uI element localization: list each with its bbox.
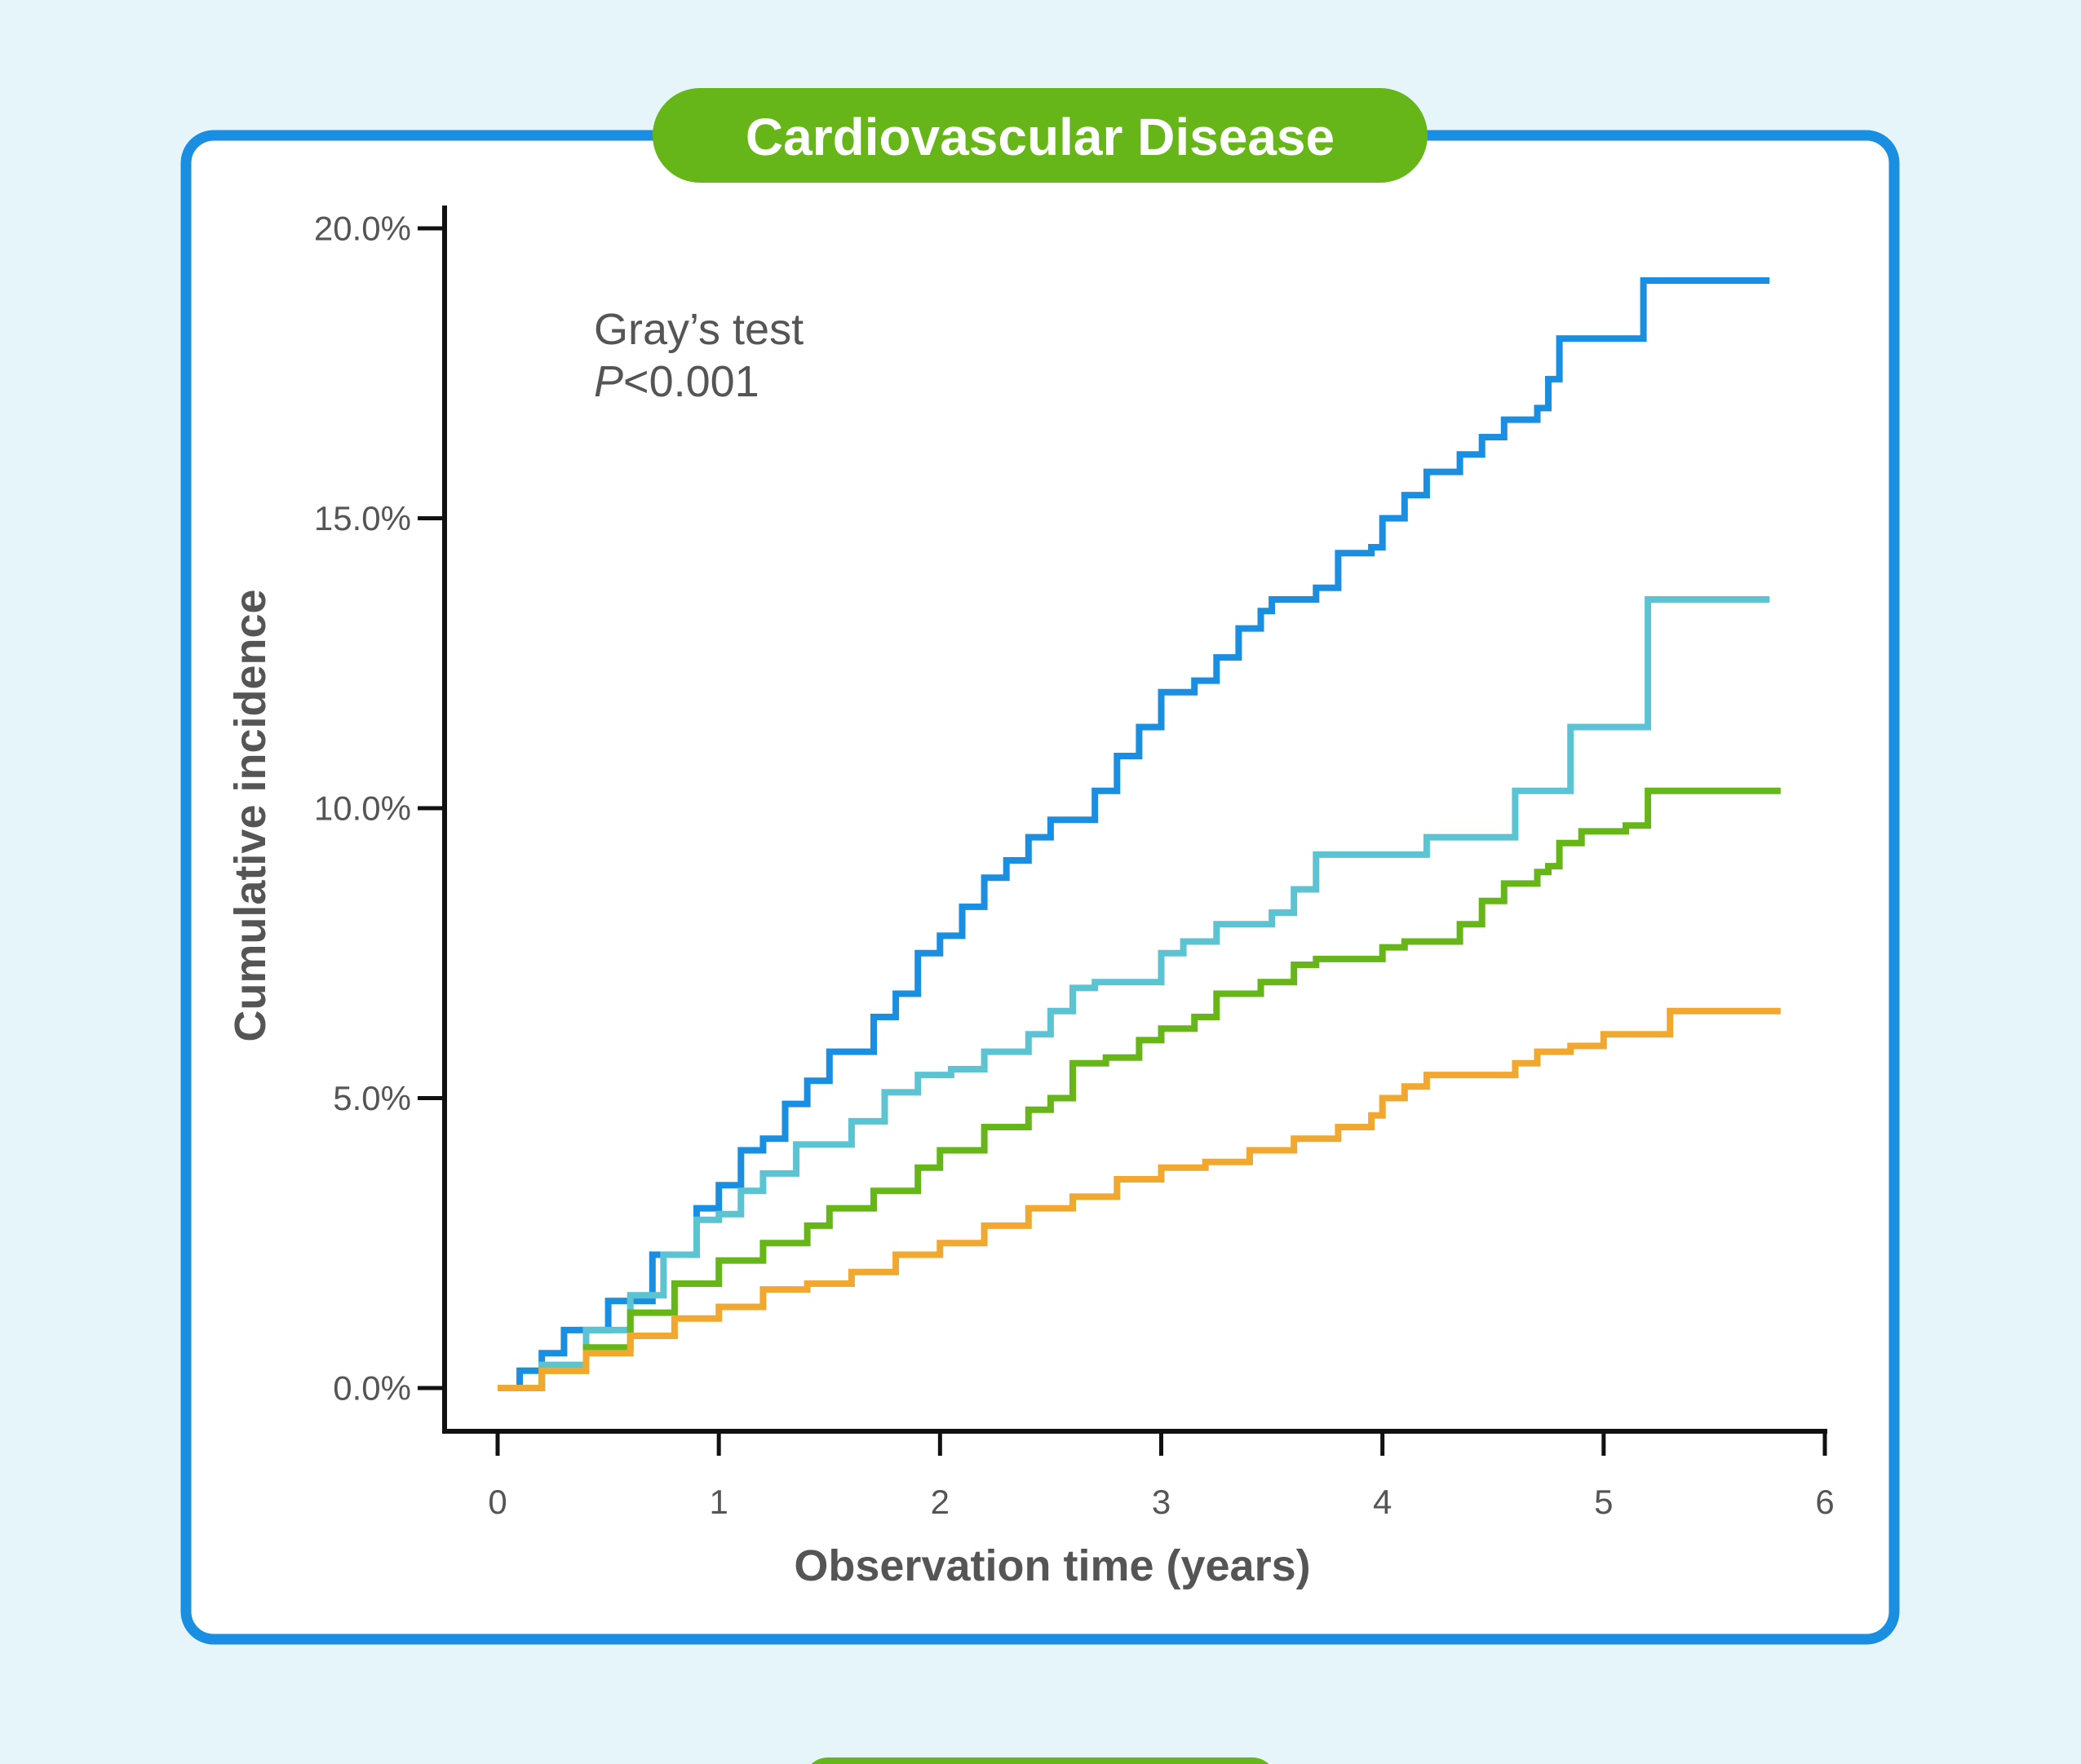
x-tick-label: 2 [931,1483,950,1521]
x-axis-title: Observation time (years) [794,1541,1310,1590]
chart-title: Cardiovascular Disease [746,108,1335,166]
x-tick-label: 4 [1373,1483,1392,1521]
grays-test-label: Gray’s test [594,305,804,354]
series-line-2 [498,596,1770,1391]
p-symbol: P [594,357,623,406]
y-tick-label: 20.0% [314,210,411,248]
series-line-4 [498,1007,1781,1391]
p-value-label: P<0.001 [594,357,759,406]
y-tick-label: 0.0% [333,1369,411,1408]
x-tick-label: 5 [1594,1483,1613,1521]
y-tick-label: 10.0% [314,789,411,828]
y-tick-label: 5.0% [333,1079,411,1117]
p-value: <0.001 [623,357,759,406]
x-tick-label: 3 [1152,1483,1171,1521]
title-badge [653,88,1428,183]
y-tick-label: 15.0% [314,499,411,537]
y-axis-title: Cumulative incidence [226,589,275,1041]
next-panel-title-badge [811,1757,1269,1764]
x-tick-label: 0 [488,1483,507,1521]
y-ticks: 0.0% 5.0% 10.0% 15.0% 20.0% [314,210,445,1408]
series-line-1 [498,277,1770,1391]
x-ticks: 0 1 2 3 4 5 6 [488,1431,1835,1521]
x-tick-label: 6 [1815,1483,1834,1521]
series-line-3 [498,787,1781,1391]
x-tick-label: 1 [709,1483,728,1521]
series-group [498,277,1781,1391]
